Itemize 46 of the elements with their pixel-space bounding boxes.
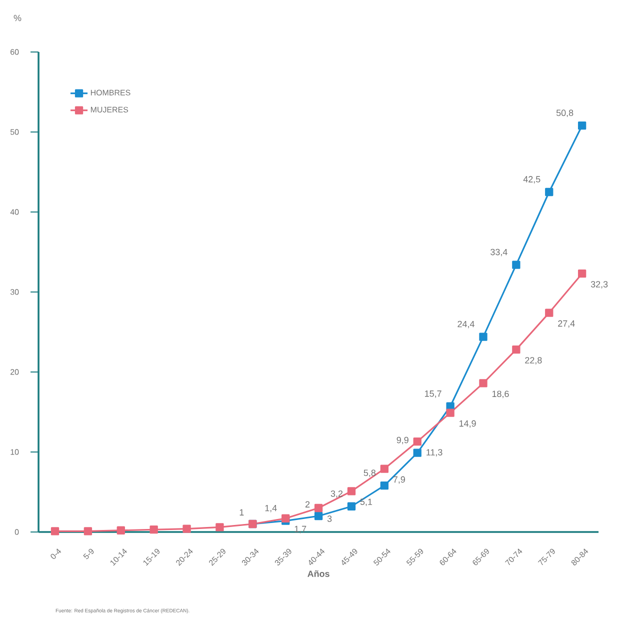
data-label: 11,3 xyxy=(426,449,442,457)
point xyxy=(50,527,60,536)
point xyxy=(545,188,554,196)
data-label: 7,9 xyxy=(393,476,405,484)
point xyxy=(479,379,488,388)
data-label: 3 xyxy=(327,516,332,522)
x-axis-title: Años xyxy=(308,570,330,577)
data-label: 1,4 xyxy=(265,504,277,512)
point xyxy=(479,332,488,341)
data-label: 27,4 xyxy=(558,320,575,328)
point xyxy=(347,502,356,510)
data-label: 5,8 xyxy=(364,470,376,478)
point xyxy=(84,527,92,536)
point xyxy=(182,524,191,533)
point xyxy=(314,512,323,520)
data-label: 22,8 xyxy=(525,357,542,365)
data-label: 33,4 xyxy=(490,248,508,256)
point xyxy=(446,408,454,417)
point xyxy=(282,514,290,522)
data-label: 9,9 xyxy=(396,436,408,444)
point xyxy=(380,464,389,473)
point xyxy=(413,437,422,446)
data-label: 3,2 xyxy=(330,490,343,498)
data-label: 15,7 xyxy=(425,390,442,398)
data-label: 2 xyxy=(305,501,310,508)
point xyxy=(216,523,224,532)
data-label: 42,5 xyxy=(523,176,540,184)
point xyxy=(578,270,586,278)
y-axis-title: % xyxy=(14,14,22,22)
point xyxy=(314,504,323,512)
point xyxy=(150,525,158,534)
point xyxy=(545,308,554,317)
data-label: 32,3 xyxy=(590,281,608,289)
point xyxy=(380,481,389,490)
point xyxy=(512,260,520,269)
point xyxy=(116,526,125,534)
data-label: 14,9 xyxy=(460,420,476,428)
data-label: 24,4 xyxy=(458,320,474,328)
data-label: 1 xyxy=(240,509,244,516)
point xyxy=(578,122,586,130)
point xyxy=(413,448,422,457)
data-label: 5,1 xyxy=(360,498,372,506)
data-label: 50,8 xyxy=(556,110,574,118)
point xyxy=(347,487,356,496)
data-label: 18,6 xyxy=(492,390,509,398)
point xyxy=(512,346,520,354)
